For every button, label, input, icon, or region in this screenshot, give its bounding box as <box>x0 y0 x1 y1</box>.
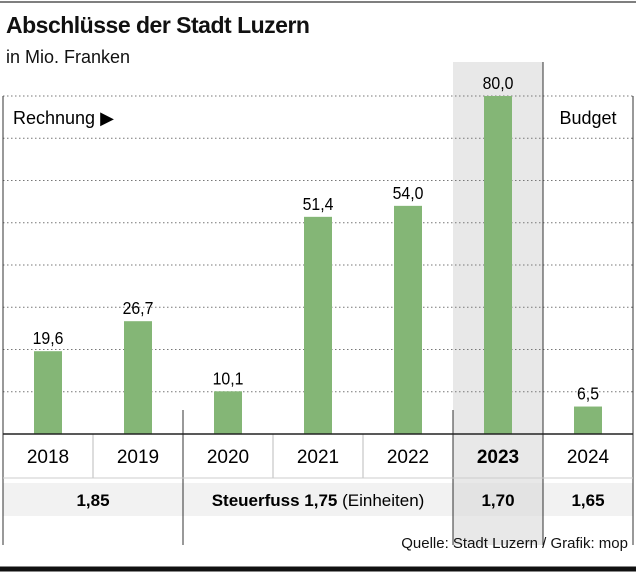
tax-rate-unit: (Einheiten) <box>337 491 424 510</box>
value-label-2022: 54,0 <box>393 183 424 203</box>
tax-rate-label: 1,70 <box>481 491 514 510</box>
year-label-2018: 2018 <box>27 447 69 468</box>
year-label-2020: 2020 <box>207 447 249 468</box>
tax-row-highlight <box>453 483 543 516</box>
bar-2018 <box>34 351 62 434</box>
bar-2024 <box>574 406 602 434</box>
chart-title: Abschlüsse der Stadt Luzern <box>6 12 310 38</box>
year-label-2024: 2024 <box>567 447 610 468</box>
value-label-2020: 10,1 <box>213 368 244 388</box>
bar-2022 <box>394 205 422 434</box>
bar-2023 <box>484 96 512 434</box>
tax-rate-label: Steuerfuss 1,75 (Einheiten) <box>212 491 425 510</box>
section-label-rechnung: Rechnung ▶ <box>13 108 114 128</box>
section-label-budget: Budget <box>559 108 616 128</box>
value-label-2024: 6,5 <box>577 384 599 404</box>
value-label-2023: 80,0 <box>483 73 514 93</box>
value-label-2018: 19,6 <box>33 328 64 348</box>
year-label-2023: 2023 <box>477 447 519 468</box>
source-note: Quelle: Stadt Luzern / Grafik: mop <box>401 535 628 552</box>
tax-rate-label: 1,85 <box>76 491 109 510</box>
value-label-2019: 26,7 <box>123 298 154 318</box>
bar-2021 <box>304 216 332 434</box>
chart-subtitle: in Mio. Franken <box>6 47 131 67</box>
year-label-2022: 2022 <box>387 447 429 468</box>
bar-2019 <box>124 321 152 434</box>
tax-rate-value: Steuerfuss 1,75 <box>212 491 338 510</box>
year-label-2019: 2019 <box>117 447 159 468</box>
bar-2020 <box>214 391 242 434</box>
year-label-2021: 2021 <box>297 447 339 468</box>
value-label-2021: 51,4 <box>303 194 334 214</box>
tax-rate-label: 1,65 <box>571 491 604 510</box>
